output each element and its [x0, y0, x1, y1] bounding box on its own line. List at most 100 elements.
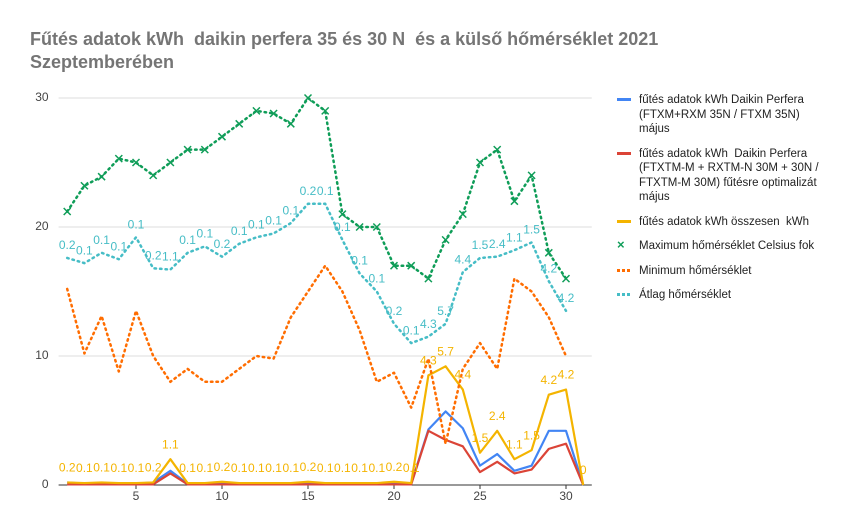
legend-label: Minimum hőmérséklet — [639, 264, 752, 277]
legend-swatch — [617, 98, 631, 101]
data-label: 0.2 — [386, 460, 403, 474]
point-marker — [475, 158, 485, 167]
point-marker — [321, 106, 330, 115]
point-marker — [510, 197, 519, 206]
point-marker — [183, 145, 192, 154]
legend-item: fűtés adatok kWh Daikin Perfera (FTXTM-M… — [617, 147, 832, 205]
data-label: 4.3 — [420, 354, 437, 368]
data-label: 0.2 — [214, 237, 231, 251]
point-marker — [131, 158, 141, 167]
data-label: 1.5 — [523, 428, 540, 442]
data-label: 0.2 — [59, 461, 76, 475]
point-marker — [97, 172, 106, 181]
data-label: 4.2 — [540, 373, 557, 387]
series-line — [67, 365, 585, 486]
series-line — [65, 202, 568, 345]
data-label: 0.1 — [93, 461, 110, 475]
data-label: 0.1 — [110, 461, 127, 475]
legend-swatch — [617, 293, 631, 296]
point-marker — [166, 158, 175, 167]
point-marker — [114, 154, 123, 163]
x-tick-label: 25 — [473, 489, 487, 503]
data-label: 0.1 — [368, 272, 385, 286]
data-label: 0.1 — [179, 461, 196, 475]
data-label: 0.1 — [128, 217, 145, 231]
point-marker — [424, 274, 433, 283]
legend-label: fűtés adatok kWh Daikin Perfera (FTXTM-M… — [639, 147, 822, 204]
data-label: 1.1 — [506, 230, 523, 244]
x-tick-label: 20 — [387, 489, 401, 503]
data-label: 0.1 — [351, 461, 368, 475]
point-marker — [338, 210, 347, 219]
data-label: 4.3 — [420, 317, 437, 331]
point-marker — [493, 145, 502, 154]
data-label: 5.7 — [437, 344, 454, 358]
data-label: 0.1 — [110, 239, 127, 253]
data-label: 2.4 — [489, 237, 506, 251]
point-marker — [200, 145, 209, 154]
data-label: 0.1 — [282, 461, 299, 475]
legend-item: Minimum hőmérséklet — [617, 264, 832, 279]
data-label: 0.1 — [128, 461, 145, 475]
data-label: 0.1 — [403, 461, 420, 475]
point-marker — [544, 248, 553, 257]
y-tick-label: 10 — [35, 348, 49, 362]
data-label: 1.1 — [162, 437, 179, 451]
data-label: 4.4 — [454, 252, 471, 266]
chart-title: Fűtés adatok kWh daikin perfera 35 és 30… — [30, 29, 664, 72]
data-label: 1.5 — [472, 238, 489, 252]
data-label: 1.5 — [472, 431, 489, 445]
data-label: 1.1 — [162, 250, 179, 264]
data-label: 0.1 — [368, 461, 385, 475]
point-marker — [252, 106, 261, 115]
data-label: 0.2 — [145, 248, 162, 262]
data-label: 4.2 — [558, 291, 575, 305]
point-marker — [63, 207, 72, 216]
data-label: 4.4 — [454, 368, 471, 382]
x-tick-label: 5 — [133, 489, 140, 503]
data-label: 0.1 — [317, 184, 334, 198]
point-marker — [217, 132, 227, 141]
data-label: 0.1 — [76, 243, 93, 257]
data-label: 0.1 — [248, 461, 265, 475]
legend-label: fűtés adatok kWh Daikin Perfera (FTXM+RX… — [639, 94, 808, 135]
y-tick-label: 0 — [42, 477, 49, 491]
point-marker — [458, 210, 467, 219]
point-marker — [235, 119, 244, 128]
series-line — [65, 264, 568, 445]
data-label: 1.1 — [506, 437, 523, 451]
legend-swatch — [617, 268, 631, 272]
point-marker — [355, 222, 364, 232]
y-tick-label: 30 — [35, 90, 49, 104]
legend-item: × Maximum hőmérséklet Celsius fok — [617, 237, 832, 254]
series-line — [67, 429, 585, 486]
legend: fűtés adatok kWh Daikin Perfera (FTXM+RX… — [617, 93, 832, 313]
data-label: 4.2 — [540, 261, 557, 275]
data-label: 0.1 — [317, 461, 334, 475]
data-label: 1.5 — [523, 223, 540, 237]
x-tick-label: 15 — [301, 489, 315, 503]
data-label: 0.1 — [403, 323, 420, 337]
data-label: 0.1 — [334, 461, 351, 475]
data-label: 0.1 — [265, 214, 282, 228]
point-marker — [372, 222, 381, 232]
data-label: 0.1 — [196, 461, 213, 475]
data-label: 0.1 — [231, 224, 248, 238]
legend-item: Átlag hőmérséklet — [617, 288, 832, 303]
data-label: 0.1 — [282, 203, 299, 217]
data-label: 0.1 — [265, 461, 282, 475]
x-tick-label: 30 — [559, 489, 573, 503]
data-label: 0.2 — [214, 460, 231, 474]
data-label: 5.7 — [437, 304, 454, 318]
point-marker — [441, 235, 450, 244]
data-label: 0.2 — [386, 304, 403, 318]
legend-label: fűtés adatok kWh összesen kWh — [639, 215, 810, 228]
data-label: 2.4 — [489, 409, 506, 423]
point-marker — [527, 171, 536, 180]
data-label: 0.1 — [334, 220, 351, 234]
point-marker — [303, 93, 313, 103]
legend-label: Átlag hőmérséklet — [639, 289, 732, 301]
data-label: 0.1 — [179, 233, 196, 247]
